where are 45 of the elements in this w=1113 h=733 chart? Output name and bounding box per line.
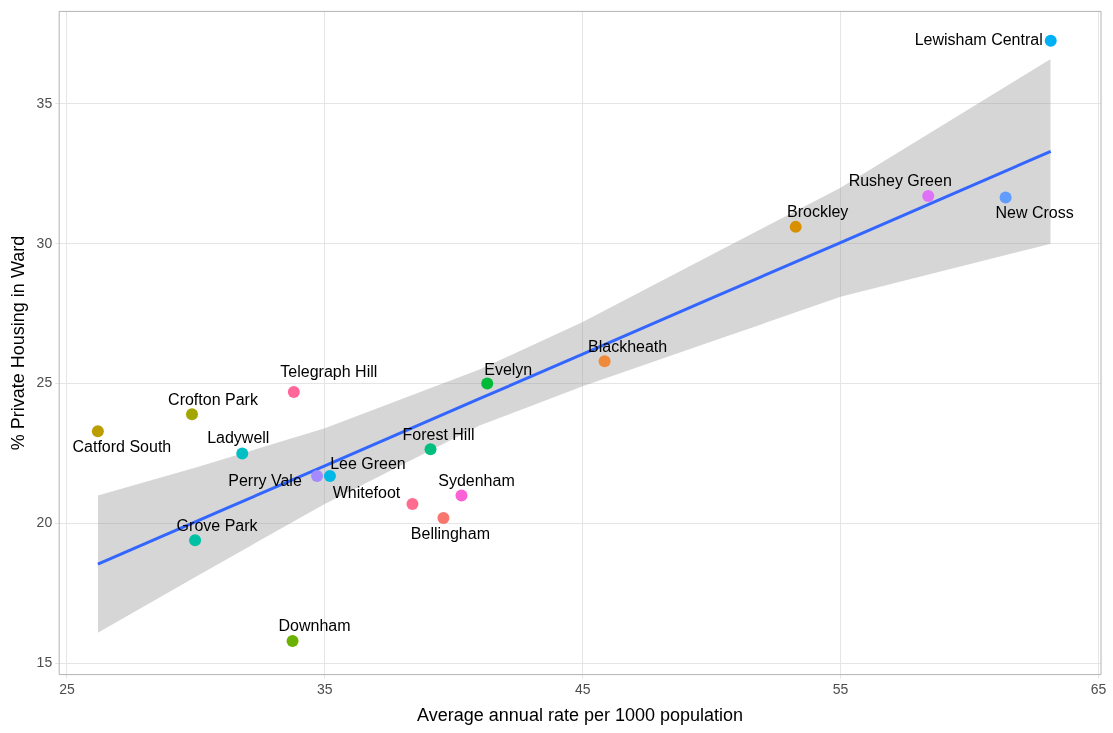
- annotation: New Cross: [995, 203, 1074, 221]
- annotation: Rushey Green: [848, 172, 952, 190]
- annotation: Evelyn: [484, 360, 533, 378]
- annotation: Lee Green: [330, 455, 406, 473]
- annotation: Forest Hill: [402, 425, 475, 443]
- point: [789, 220, 802, 233]
- x-axis-title: Average annual rate per 1000 population: [417, 705, 744, 726]
- annotation: Lewisham Central: [914, 31, 1043, 49]
- point: [286, 635, 299, 648]
- point: [424, 443, 437, 456]
- x-tick-label: 65: [1090, 680, 1107, 697]
- point: [922, 190, 935, 203]
- point: [999, 191, 1012, 204]
- point: [1044, 34, 1057, 47]
- annotation: Catford South: [72, 437, 172, 455]
- annotation: Ladywell: [207, 428, 270, 446]
- point: [287, 385, 300, 398]
- x-tick-label: 25: [59, 680, 75, 697]
- point: [323, 469, 336, 482]
- y-tick-label: 25: [36, 374, 53, 391]
- x-tick-label: 45: [574, 680, 591, 697]
- annotation: Crofton Park: [168, 390, 259, 408]
- point: [598, 355, 611, 368]
- y-tick-label: 15: [36, 654, 53, 671]
- x-tick-label: 35: [317, 680, 333, 697]
- point: [189, 534, 202, 547]
- point: [455, 489, 468, 502]
- annotation: Whitefoot: [332, 484, 401, 502]
- point: [406, 497, 419, 510]
- point: [311, 469, 324, 482]
- y-tick-label: 30: [36, 234, 53, 251]
- y-tick-label: 20: [36, 514, 53, 531]
- x-tick-label: 55: [832, 680, 849, 697]
- y-tick-label: 35: [36, 94, 53, 111]
- annotation: Sydenham: [438, 471, 515, 489]
- annotation: Brockley: [786, 203, 849, 221]
- point: [236, 447, 249, 460]
- annotation: Bellingham: [410, 525, 490, 543]
- point: [91, 425, 104, 438]
- annotation: Downham: [278, 617, 351, 635]
- point: [437, 511, 450, 524]
- point: [185, 408, 198, 421]
- y-axis-title: % Private Housing in Ward: [7, 235, 28, 451]
- annotation: Telegraph Hill: [280, 363, 378, 381]
- point: [481, 377, 494, 390]
